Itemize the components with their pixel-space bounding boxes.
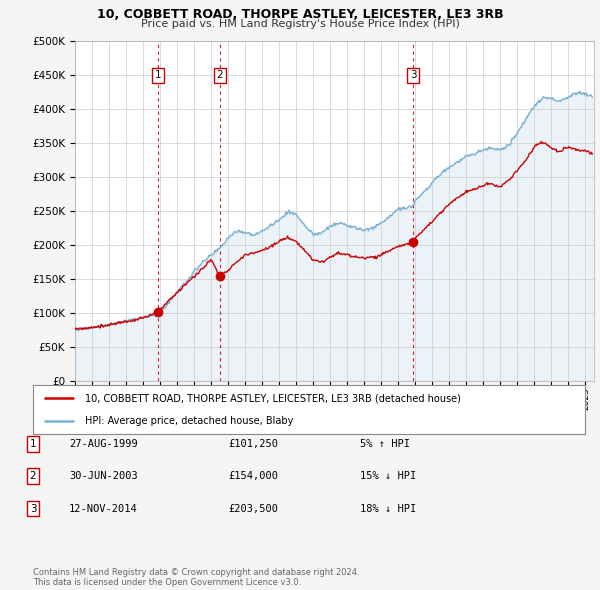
- Text: HPI: Average price, detached house, Blaby: HPI: Average price, detached house, Blab…: [85, 415, 294, 425]
- Text: 18% ↓ HPI: 18% ↓ HPI: [360, 504, 416, 513]
- Text: £101,250: £101,250: [228, 439, 278, 448]
- Text: 2: 2: [29, 471, 37, 481]
- Text: 15% ↓ HPI: 15% ↓ HPI: [360, 471, 416, 481]
- Text: 1: 1: [155, 70, 161, 80]
- Text: Price paid vs. HM Land Registry's House Price Index (HPI): Price paid vs. HM Land Registry's House …: [140, 19, 460, 30]
- Text: 10, COBBETT ROAD, THORPE ASTLEY, LEICESTER, LE3 3RB: 10, COBBETT ROAD, THORPE ASTLEY, LEICEST…: [97, 8, 503, 21]
- Text: 5% ↑ HPI: 5% ↑ HPI: [360, 439, 410, 448]
- Text: 30-JUN-2003: 30-JUN-2003: [69, 471, 138, 481]
- Text: 12-NOV-2014: 12-NOV-2014: [69, 504, 138, 513]
- Text: £203,500: £203,500: [228, 504, 278, 513]
- Text: Contains HM Land Registry data © Crown copyright and database right 2024.
This d: Contains HM Land Registry data © Crown c…: [33, 568, 359, 587]
- Text: 1: 1: [29, 439, 37, 448]
- Text: 10, COBBETT ROAD, THORPE ASTLEY, LEICESTER, LE3 3RB (detached house): 10, COBBETT ROAD, THORPE ASTLEY, LEICEST…: [85, 394, 461, 404]
- Text: 3: 3: [410, 70, 416, 80]
- Text: £154,000: £154,000: [228, 471, 278, 481]
- Text: 27-AUG-1999: 27-AUG-1999: [69, 439, 138, 448]
- Text: 2: 2: [217, 70, 223, 80]
- Text: 3: 3: [29, 504, 37, 513]
